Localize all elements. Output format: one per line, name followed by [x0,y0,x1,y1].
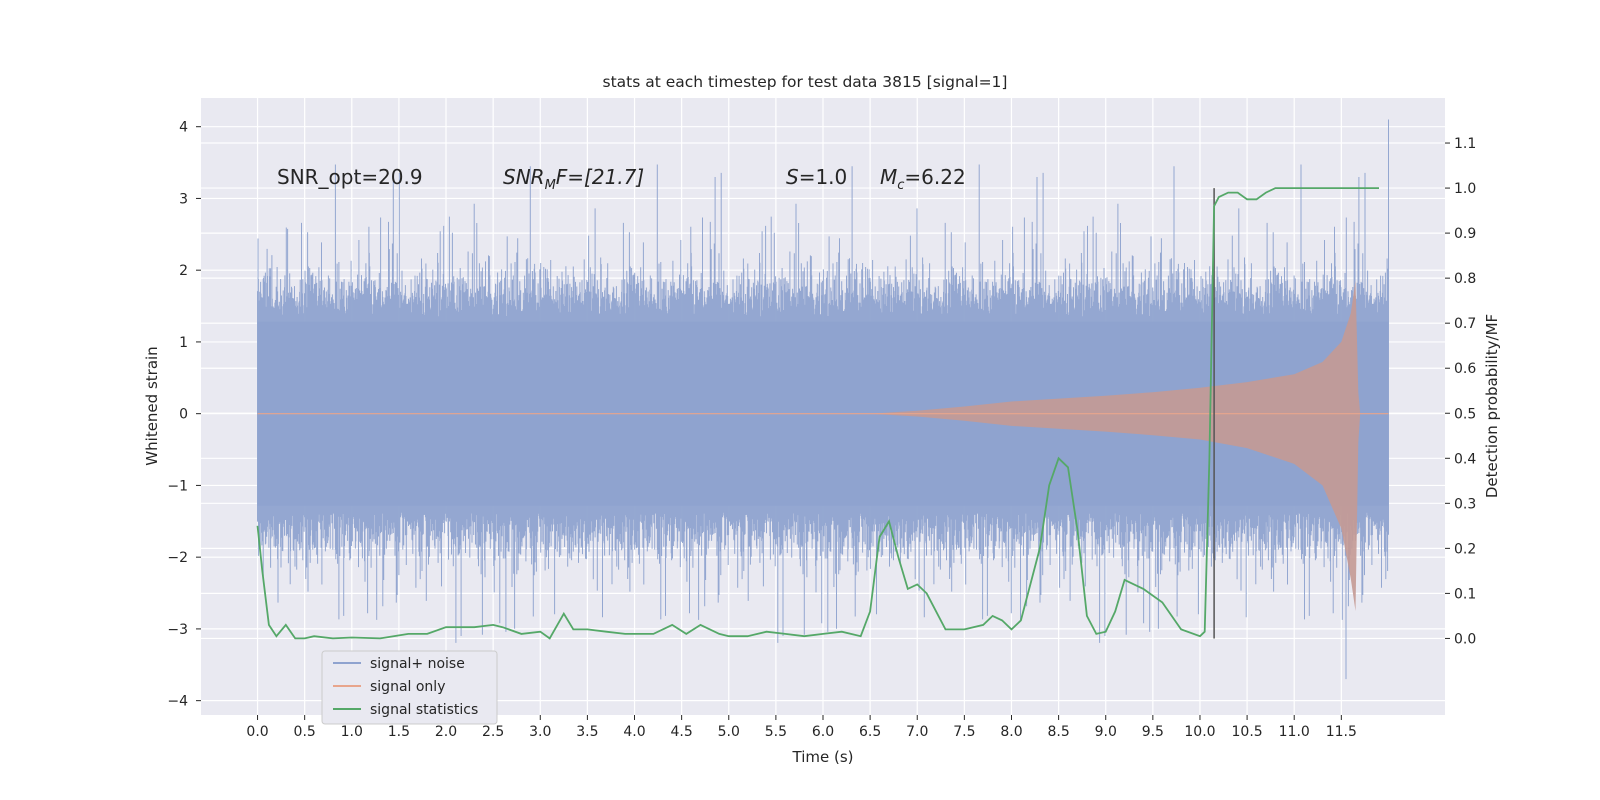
x-tick-label: 11.0 [1279,724,1310,740]
y-axis-right: 1.1 1.0 0.9 0.8 0.7 0.6 0.5 0.4 0.3 0.2 0.1 0.0 [1445,136,1476,647]
annotation-mc: Mc=6.22 [880,165,966,193]
y-axis-right-label: Detection probability/MF [1483,314,1501,498]
legend-box [321,650,498,725]
y-tick-label: −1 [167,478,188,494]
y-right-tick-label: 0.5 [1454,406,1476,422]
y-tick-label: −4 [167,694,188,710]
x-tick-label: 3.5 [576,724,598,740]
series-signal-statistics [256,187,1379,640]
x-tick-label: 2.5 [482,724,504,740]
y-right-tick-label: 0.9 [1454,226,1476,242]
x-tick-label: 9.5 [1142,724,1164,740]
legend-label-signal-statistics: signal statistics [370,702,478,718]
annotation-snr-opt: SNR_opt=20.9 [277,165,423,189]
y-right-tick-label: 0.3 [1454,496,1476,512]
x-tick-label: 4.5 [671,724,693,740]
x-tick-label: 1.5 [388,724,410,740]
y-right-tick-label: 0.7 [1454,316,1476,332]
y-right-tick-label: 0.0 [1454,631,1476,647]
legend: signal+ noise signal only signal statist… [321,650,498,725]
x-tick-label: 6.0 [812,724,834,740]
x-tick-label: 5.5 [765,724,787,740]
x-tick-label: 10.5 [1232,724,1263,740]
x-tick-label: 0.5 [294,724,316,740]
y-right-tick-label: 0.2 [1454,541,1476,557]
statistics-line [256,187,1379,640]
x-tick-label: 8.0 [1000,724,1022,740]
x-tick-label: 10.0 [1184,724,1215,740]
x-tick-label: 8.5 [1047,724,1069,740]
annotation-s: S=1.0 [786,165,847,189]
y-tick-label: 2 [179,263,188,279]
x-axis-label: Time (s) [792,748,854,766]
y-tick-label: 4 [179,120,188,136]
y-tick-label: −2 [167,550,188,566]
chart-title: stats at each timestep for test data 381… [603,73,1008,91]
x-tick-label: 11.5 [1326,724,1357,740]
x-tick-label: 9.0 [1095,724,1117,740]
x-tick-label: 6.5 [859,724,881,740]
annotation-snr-mf: SNRMF=[21.7] [503,165,644,193]
y-right-tick-label: 0.4 [1454,451,1476,467]
y-right-tick-label: 0.1 [1454,586,1476,602]
x-tick-label: 4.0 [623,724,645,740]
x-tick-label: 5.0 [718,724,740,740]
x-tick-label: 7.0 [906,724,928,740]
plot-content [256,119,1389,680]
y-tick-label: 1 [179,335,188,351]
x-tick-label: 7.5 [953,724,975,740]
x-tick-label: 3.0 [529,724,551,740]
y-right-tick-label: 0.8 [1454,271,1476,287]
y-tick-label: 3 [179,191,188,207]
x-tick-label: 2.0 [435,724,457,740]
legend-label-signal-only: signal only [370,679,445,695]
y-axis-label: Whitened strain [143,346,161,465]
y-tick-label: −3 [167,622,188,638]
series-signal-only [257,280,1389,611]
x-axis: 0.0 0.5 1.0 1.5 2.0 2.5 3.0 3.5 4.0 4.5 5.0 5.5 6.0 6… [246,715,1357,740]
legend-label-signal-noise: signal+ noise [370,656,465,672]
x-tick-label: 0.0 [246,724,268,740]
x-tick-label: 1.0 [341,724,363,740]
y-axis-left: 4 3 2 1 0 −1 −2 −3 −4 [167,120,201,710]
y-right-tick-label: 1.0 [1454,181,1476,197]
y-tick-label: 0 [179,407,188,423]
y-right-tick-label: 1.1 [1454,136,1476,152]
y-right-tick-label: 0.6 [1454,361,1476,377]
